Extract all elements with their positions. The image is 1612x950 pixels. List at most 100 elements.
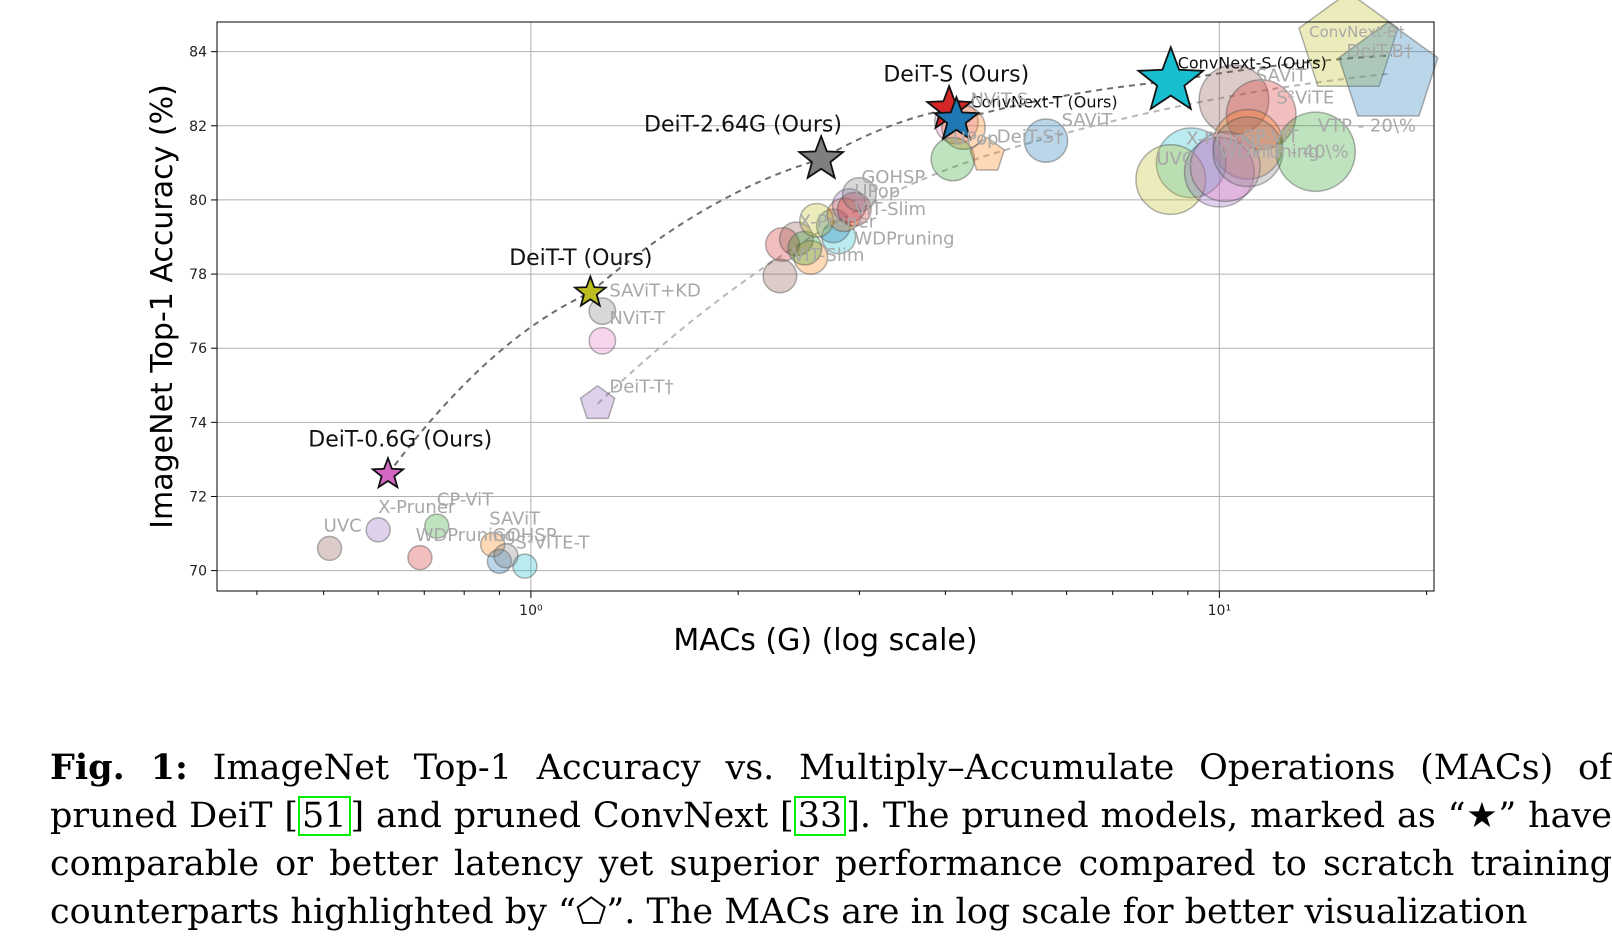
point-label: SAViT+KD [609,280,701,301]
x-tick-label: 10⁰ [519,603,543,619]
baseline-circle [365,517,391,543]
point-label: VTP - 40\% [1251,141,1349,162]
y-tick-label: 74 [189,415,207,431]
point-label: S²ViTE [1276,88,1334,109]
baseline-circle [1212,108,1284,180]
point-label: UVC [1156,149,1194,170]
point-label: DeiT-B† [1347,41,1413,62]
point-label: ViT-Slim [793,245,865,266]
dashed-line-deit-ours [387,108,950,475]
baseline-circle [512,553,538,579]
baseline-circle [1155,127,1227,199]
baseline-circle [762,258,798,294]
point-label: SAViT [1256,65,1308,86]
ours-star [572,274,609,308]
baseline-circle [493,543,519,569]
point-label: DeiT-T† [609,377,673,398]
ours-star [370,455,406,490]
accuracy-vs-macs-chart: DeiT-0.6G (Ours) DeiT-T (Ours) DeiT-2.64G … [145,0,1439,658]
baseline-circle [1212,116,1284,188]
point-label: UVC [324,516,362,537]
point-label: DeiT-0.6G (Ours) [308,427,492,452]
point-label: DeiT-S† [997,126,1063,147]
point-label: DeiT-2.64G (Ours) [644,112,842,137]
point-label: VTP - 20\% [1318,115,1416,136]
baseline-circle [831,187,867,224]
point-label: UPop [854,181,900,202]
baseline-circle [778,221,814,257]
dashed-line-convnext-ours [956,54,1392,122]
baseline-circle [787,230,823,266]
point-label: CP-ViT [437,490,494,511]
baseline-circle [1023,118,1069,163]
point-label: GOHSP [861,167,925,188]
y-tick-label: 78 [189,267,207,283]
point-label: ViT-Slim [854,199,926,220]
ours-star [796,133,846,180]
y-tick-label: 70 [189,564,207,580]
baseline-circle [826,197,862,233]
baseline-circle [815,208,851,244]
y-tick-label: 80 [189,193,207,209]
y-axis-label: ImageNet Top-1 Accuracy (%) [145,84,180,529]
point-label: SAViT [489,508,541,529]
baseline-circle [1225,79,1297,151]
baseline-circle [930,136,976,182]
dashed-line-deit-scratch [596,72,1389,405]
baseline-circle [407,544,433,571]
scratch-pentagon [1338,20,1439,117]
baseline-circle [588,326,617,355]
baseline-circle [588,297,617,326]
baseline-circle [1135,143,1207,216]
baseline-circle [486,548,513,575]
x-axis-label: MACs (G) (log scale) [673,623,977,658]
y-tick-label: 84 [189,45,207,61]
caption-text-part1: ImageNet Top-1 Accuracy vs. Multiply–Acc… [50,748,1612,836]
axis-ticks: 70 72 74 76 78 80 82 84 10⁰ 10¹ [189,45,1428,619]
point-label: GOHSP [493,525,557,546]
baseline-circle [764,226,801,262]
baseline-circle [1183,136,1255,208]
caption-figure-label: Fig. 1: [50,747,188,788]
baseline-circle [1275,111,1357,193]
x-tick-label: 10¹ [1208,603,1231,619]
caption-text-part3: . The pruned models, marked as “★” have … [50,796,1612,932]
point-labels: DeiT-0.6G (Ours) DeiT-T (Ours) DeiT-2.64G … [308,23,1416,554]
baseline-circle [424,513,450,539]
point-label: WDPruning [416,525,516,546]
point-label: X-Pruner [378,497,456,518]
point-label: SAViT [1062,110,1114,131]
baseline-circles [316,64,1357,579]
point-label: NViT-S [970,89,1028,110]
point-label: NViT-T [609,308,666,329]
y-tick-label: 76 [189,341,207,357]
ours-stars [370,44,1206,490]
citation-link-33[interactable]: 33 [793,796,847,836]
citation-link-51[interactable]: 51 [298,796,351,836]
caption-text-part2: and pruned ConvNext [364,796,781,836]
baseline-circle [841,176,877,212]
baseline-circle [1189,131,1261,203]
point-label: X-Pruner [1186,128,1264,149]
point-label: S²ViTE-T [516,532,591,553]
point-label: ConvNext-B† [1309,23,1405,41]
baseline-circle [836,191,872,227]
point-label: UPop [953,128,999,149]
point-label: WDPruning [854,228,954,249]
baseline-circle [799,202,835,238]
point-label: DeiT-S (Ours) [883,62,1029,87]
baseline-circle [316,535,343,562]
plot-frame [216,21,1435,592]
baseline-circle [821,219,857,255]
scratch-pentagon [579,384,616,420]
baseline-circle [793,239,829,275]
baseline-circle [479,531,506,558]
point-label: CP-ViT [1242,126,1299,147]
scratch-pentagon [969,136,1006,171]
figure-caption: Fig. 1: ImageNet Top-1 Accuracy vs. Mult… [50,747,1612,932]
ours-star [932,94,981,141]
ours-star [1135,44,1206,111]
point-label: DeiT-T (Ours) [509,246,652,271]
point-label: ConvNext-T (Ours) [970,92,1117,111]
point-label: WDPruning [1219,141,1319,162]
